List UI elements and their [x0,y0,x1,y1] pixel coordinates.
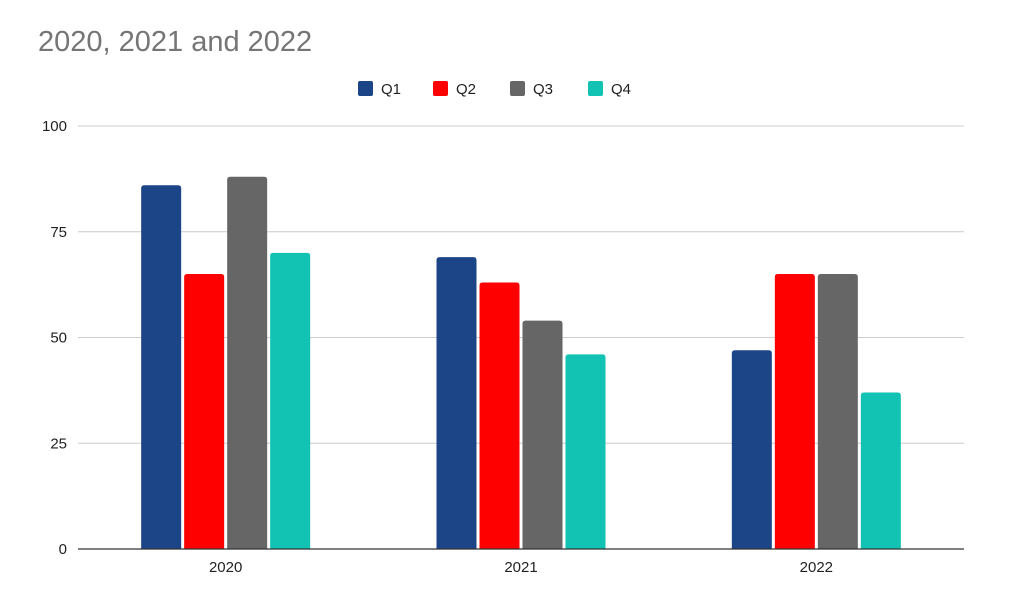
bar-q2-2021[interactable] [479,282,520,549]
chart-title: 2020, 2021 and 2022 [38,26,313,58]
legend-swatch [358,81,373,96]
legend-item-q1[interactable]: Q1 [358,81,401,98]
bar-q3-2021[interactable] [522,320,563,549]
bar-q1-2021[interactable] [436,257,477,549]
y-tick-label: 75 [50,224,67,241]
x-tick-label: 2022 [800,559,833,576]
bar-q2-2022[interactable] [774,274,815,549]
legend-swatch [433,81,448,96]
legend-swatch [588,81,603,96]
legend-swatch [510,81,525,96]
y-axis-tick-labels: 0 25 50 75 100 [42,118,67,558]
x-tick-label: 2020 [209,559,242,576]
y-tick-label: 100 [42,118,67,135]
legend-label: Q2 [456,81,476,98]
gridlines [78,125,964,444]
bar-q4-2020[interactable] [270,252,311,549]
legend[interactable]: Q1 Q2 Q3 Q4 [358,81,631,98]
legend-label: Q3 [533,81,553,98]
bar-q1-2020[interactable] [141,185,182,549]
legend-label: Q1 [381,81,401,98]
legend-label: Q4 [611,81,631,98]
bars [141,176,901,549]
legend-item-q2[interactable]: Q2 [433,81,476,98]
y-tick-label: 0 [59,541,67,558]
legend-item-q3[interactable]: Q3 [510,81,553,98]
bar-q3-2020[interactable] [227,176,268,549]
y-tick-label: 50 [50,330,67,347]
bar-q1-2022[interactable] [731,350,772,549]
bar-q4-2021[interactable] [565,354,606,549]
x-axis-tick-labels: 2020 2021 2022 [209,559,833,576]
bar-q2-2020[interactable] [184,274,225,549]
x-tick-label: 2021 [504,559,537,576]
bar-q3-2022[interactable] [817,274,858,549]
legend-item-q4[interactable]: Q4 [588,81,631,98]
bar-q4-2022[interactable] [860,392,901,549]
y-tick-label: 25 [50,435,67,452]
